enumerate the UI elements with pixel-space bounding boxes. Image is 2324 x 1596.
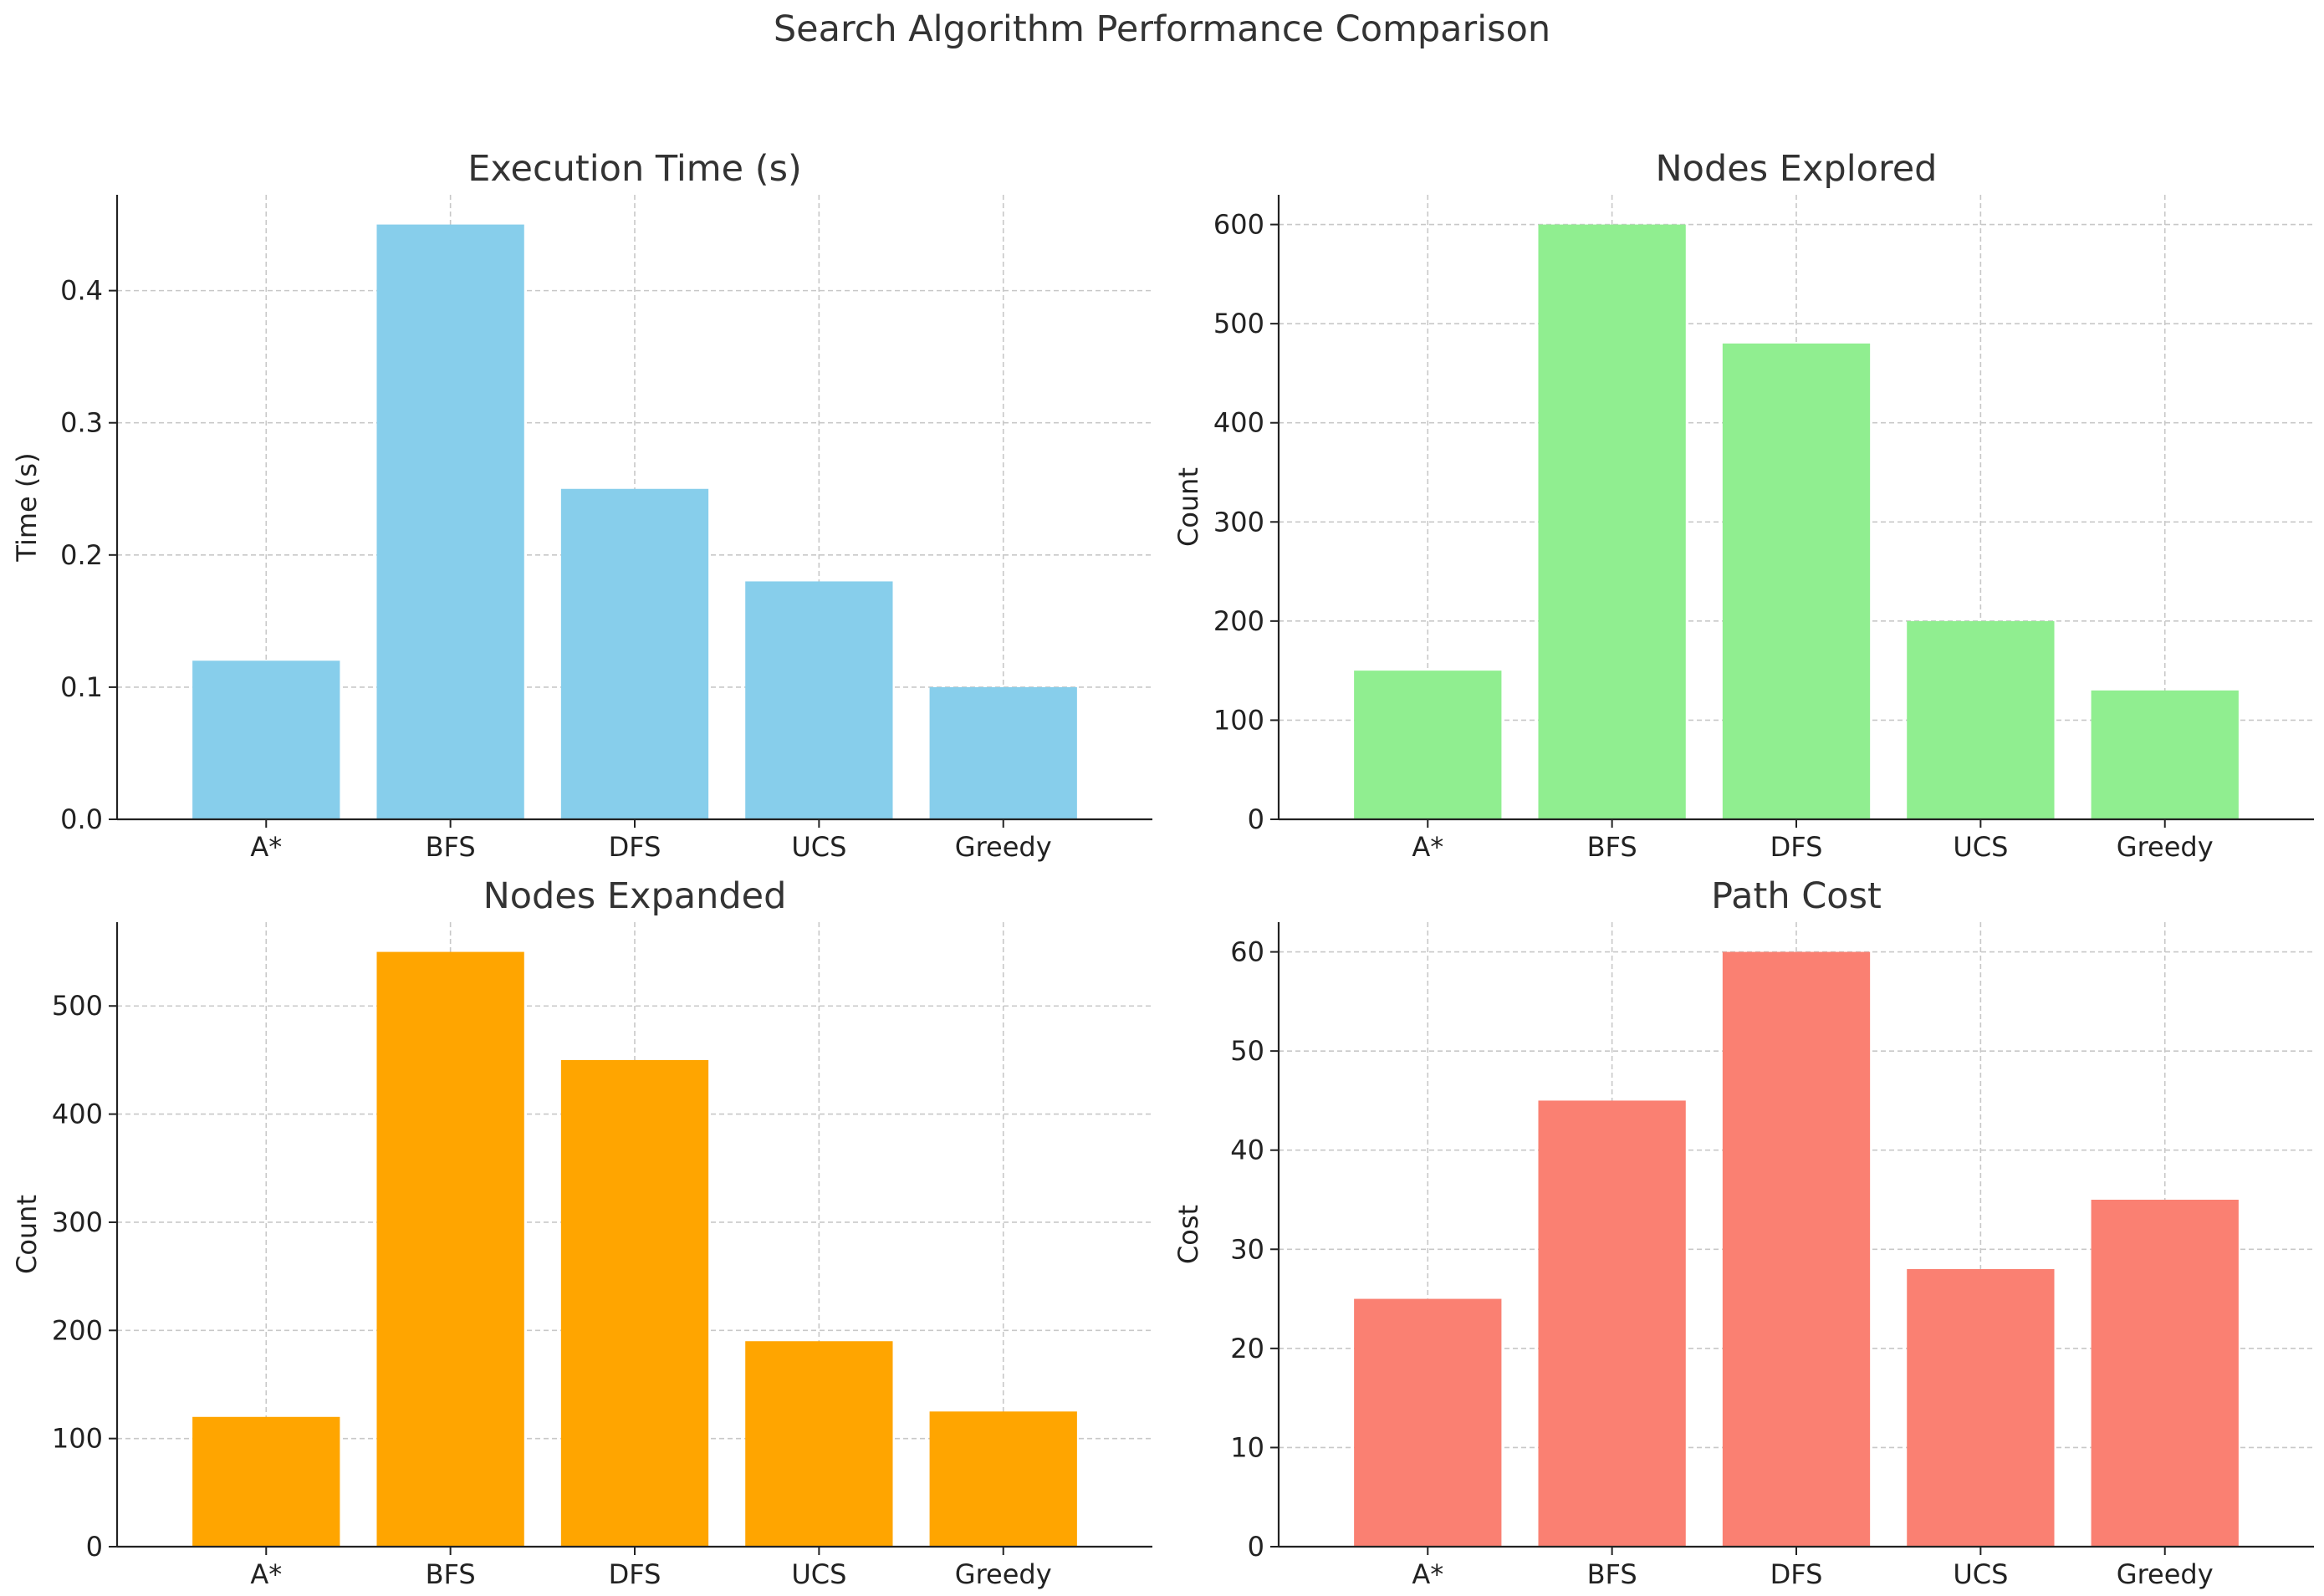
x-tick-label-bfs: BFS (426, 1558, 476, 1590)
x-tick-label-dfs: DFS (609, 831, 661, 863)
y-tick-label: 300 (52, 1206, 103, 1238)
x-tick-label-bfs: BFS (1587, 1558, 1637, 1590)
y-tick-label: 300 (1213, 506, 1264, 538)
x-tick-label-ucs: UCS (1953, 1558, 2008, 1590)
bar-ucs (1907, 1269, 2055, 1547)
y-tick-label: 0.0 (60, 803, 103, 835)
bar-ucs (745, 1341, 893, 1547)
chart-title: Execution Time (s) (467, 148, 802, 190)
bar-bfs (1538, 1100, 1686, 1547)
chart-svg: Nodes Expanded Count 0 100 200 300 400 500 A* BFS… (11, 875, 1152, 1590)
y-tick-label: 0 (86, 1531, 103, 1563)
bar-a (192, 660, 340, 819)
y-tick-label: 10 (1230, 1431, 1264, 1463)
x-tick-label-dfs: DFS (1770, 831, 1823, 863)
bars (192, 224, 1077, 819)
x-tick-label-a: A* (250, 831, 282, 863)
y-tick-label: 60 (1230, 936, 1264, 968)
y-axis-label: Cost (1172, 1205, 1204, 1264)
y-tick-label: 200 (1213, 605, 1264, 637)
x-tick-label-a: A* (1412, 1558, 1443, 1590)
bar-dfs (1722, 951, 1871, 1547)
x-tick-label-greedy: Greedy (2117, 1558, 2214, 1590)
chart-nodes-explored: Nodes Explored Count 0 100 200 300 400 500 600 A*… (1162, 134, 2324, 863)
chart-svg: Path Cost Cost 0 10 20 30 40 50 60 A* BFS DFS UCS Gre… (1172, 875, 2314, 1590)
y-axis-label: Count (1172, 467, 1204, 547)
bar-dfs (1722, 343, 1871, 819)
x-tick-label-greedy: Greedy (2117, 831, 2214, 863)
x-tick-label-dfs: DFS (609, 1558, 661, 1590)
y-tick-label: 200 (52, 1314, 103, 1346)
y-tick-label: 0.1 (60, 671, 103, 703)
y-tick-label: 0.3 (60, 407, 103, 439)
bar-greedy (2091, 690, 2239, 819)
bar-bfs (1538, 224, 1686, 819)
y-tick-label: 0 (1248, 803, 1264, 835)
bars (1354, 951, 2239, 1547)
bar-a (192, 1416, 340, 1547)
x-tick-label-a: A* (250, 1558, 282, 1590)
chart-path-cost: Path Cost Cost 0 10 20 30 40 50 60 A* BFS DFS UCS Gre… (1162, 861, 2324, 1590)
x-tick-label-bfs: BFS (1587, 831, 1637, 863)
y-axis-label: Count (11, 1195, 43, 1274)
bars (192, 951, 1077, 1547)
bar-a (1354, 671, 1502, 819)
y-tick-label: 100 (1213, 704, 1264, 736)
y-tick-label: 500 (1213, 308, 1264, 339)
y-tick-label: 20 (1230, 1333, 1264, 1364)
x-tick-label-ucs: UCS (791, 831, 846, 863)
x-tick-label-dfs: DFS (1770, 1558, 1823, 1590)
bar-dfs (560, 1059, 709, 1547)
y-tick-label: 400 (1213, 407, 1264, 439)
y-axis-label: Time (s) (11, 452, 43, 562)
x-tick-label-greedy: Greedy (955, 831, 1052, 863)
y-tick-label: 600 (1213, 209, 1264, 241)
bar-ucs (1907, 620, 2055, 819)
y-tick-label: 50 (1230, 1035, 1264, 1067)
bar-greedy (929, 1411, 1077, 1547)
chart-nodes-expanded: Nodes Expanded Count 0 100 200 300 400 500 A* BFS… (0, 861, 1162, 1590)
y-tick-label: 0.2 (60, 539, 103, 571)
x-tick-label-ucs: UCS (791, 1558, 846, 1590)
bar-bfs (376, 951, 524, 1547)
chart-execution-time: Execution Time (s) Time (s) 0.0 0.1 0.2 0.3 0.… (0, 134, 1162, 863)
y-tick-label: 30 (1230, 1233, 1264, 1265)
bars (1354, 224, 2239, 819)
bar-a (1354, 1298, 1502, 1547)
bar-dfs (560, 488, 709, 819)
x-tick-label-bfs: BFS (426, 831, 476, 863)
x-tick-label-ucs: UCS (1953, 831, 2008, 863)
chart-svg: Execution Time (s) Time (s) 0.0 0.1 0.2 0.3 0.… (11, 148, 1152, 863)
y-tick-label: 40 (1230, 1135, 1264, 1166)
x-tick-label-greedy: Greedy (955, 1558, 1052, 1590)
y-tick-label: 0 (1248, 1531, 1264, 1563)
chart-svg: Nodes Explored Count 0 100 200 300 400 500 600 A*… (1172, 148, 2314, 863)
y-tick-label: 100 (52, 1423, 103, 1455)
chart-title: Nodes Expanded (483, 875, 787, 917)
y-tick-label: 0.4 (60, 275, 103, 307)
y-tick-label: 400 (52, 1099, 103, 1130)
x-tick-label-a: A* (1412, 831, 1443, 863)
chart-title: Nodes Explored (1656, 148, 1938, 190)
y-tick-label: 500 (52, 990, 103, 1022)
bar-greedy (2091, 1200, 2239, 1547)
chart-title: Path Cost (1711, 875, 1882, 917)
bar-bfs (376, 224, 524, 819)
bar-greedy (929, 686, 1077, 819)
figure-title: Search Algorithm Performance Comparison (773, 8, 1551, 50)
bar-ucs (745, 581, 893, 819)
